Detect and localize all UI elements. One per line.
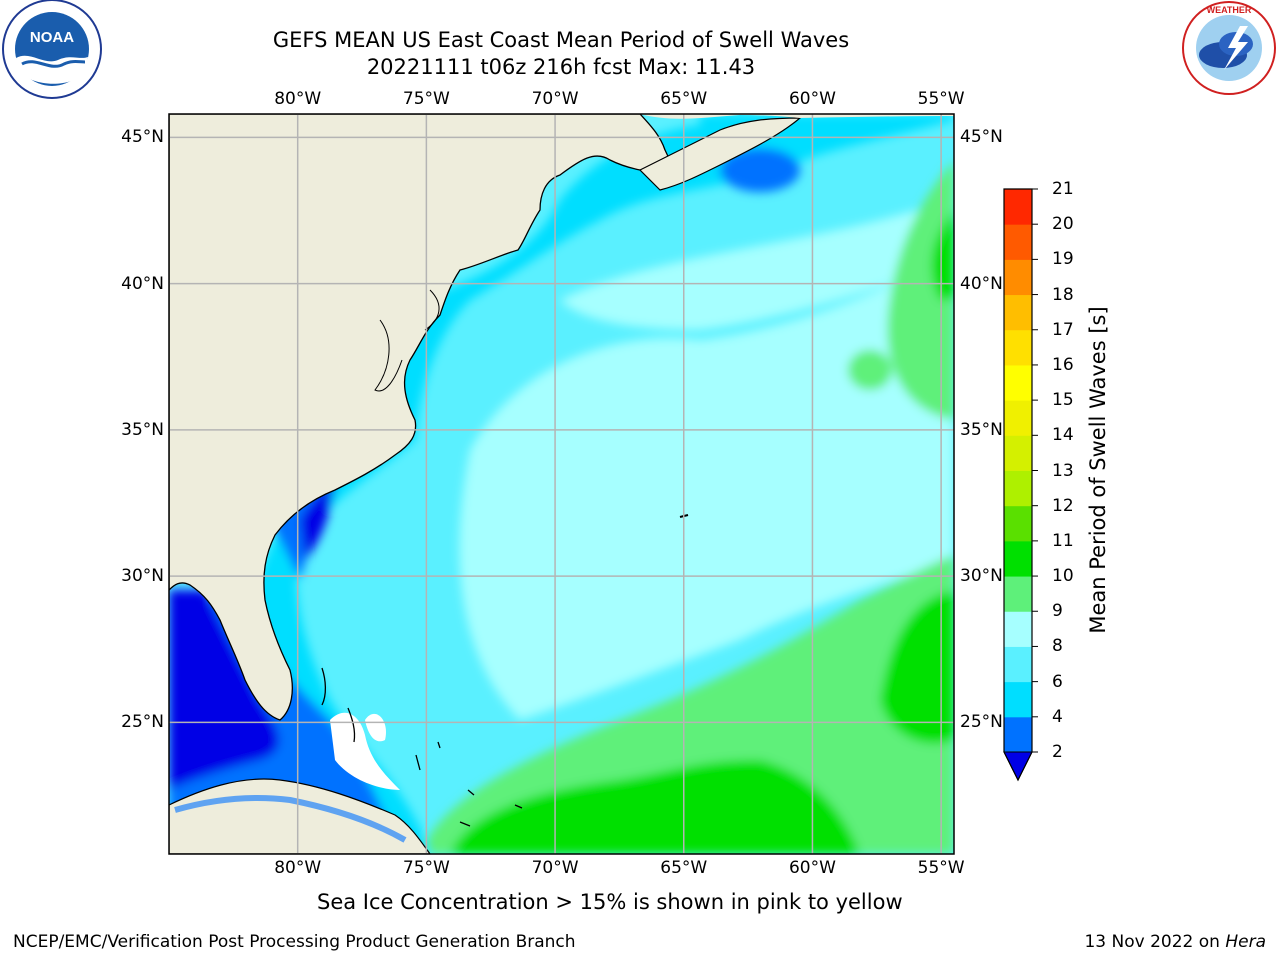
lat-label-right: 45°N xyxy=(960,127,1003,148)
lon-label-top: 65°W xyxy=(660,89,708,109)
colorbar-outline xyxy=(1003,188,1033,782)
footer-credit: NCEP/EMC/Verification Post Processing Pr… xyxy=(13,932,576,952)
colorbar-segment xyxy=(1004,294,1032,331)
noaa-logo: NOAA xyxy=(2,0,102,99)
colorbar-segment xyxy=(1004,470,1032,507)
colorbar-tick-label: 9 xyxy=(1052,601,1063,622)
colorbar-segment xyxy=(1004,329,1032,366)
sea-ice-note: Sea Ice Concentration > 15% is shown in … xyxy=(317,890,903,914)
colorbar-under-extension xyxy=(1003,751,1033,782)
svg-text:WEATHER: WEATHER xyxy=(1207,5,1252,15)
colorbar-segment xyxy=(1004,435,1032,471)
lat-label-right: 25°N xyxy=(960,712,1003,733)
colorbar-tick-label: 4 xyxy=(1052,706,1063,727)
colorbar-tick-label: 12 xyxy=(1052,495,1074,516)
lon-label-top: 60°W xyxy=(788,89,836,109)
colorbar-segment xyxy=(1004,400,1032,436)
colorbar-tick-label: 19 xyxy=(1052,249,1074,270)
colorbar-tick-label: 10 xyxy=(1052,566,1074,587)
lon-label-top: 70°W xyxy=(531,89,579,109)
lat-label-right: 40°N xyxy=(960,273,1003,294)
lat-label-left: 30°N xyxy=(121,566,164,587)
colorbar-segment xyxy=(1004,364,1032,401)
nws-logo: WEATHER xyxy=(1182,1,1276,95)
lon-label-top: 80°W xyxy=(274,89,322,109)
lon-label-bottom: 55°W xyxy=(917,858,965,878)
colorbar-segment xyxy=(1004,681,1032,718)
colorbar-segment xyxy=(1004,576,1032,612)
footer-date-text: 13 Nov 2022 on xyxy=(1084,932,1226,952)
colorbar-segment xyxy=(1004,716,1032,753)
colorbar-tick-label: 14 xyxy=(1052,425,1074,446)
lon-label-top: 55°W xyxy=(917,89,965,109)
lat-label-left: 40°N xyxy=(121,273,164,294)
colorbar-tick-label: 2 xyxy=(1052,742,1063,762)
colorbar-segment xyxy=(1004,189,1032,225)
colorbar-tick-label: 8 xyxy=(1052,636,1063,657)
lon-label-bottom: 60°W xyxy=(788,858,836,878)
page-subtitle: 20221111 t06z 216h fcst Max: 11.43 xyxy=(366,55,756,79)
lat-label-right: 30°N xyxy=(960,566,1003,587)
noaa-logo-text: NOAA xyxy=(30,29,74,46)
lon-label-bottom: 65°W xyxy=(660,858,708,878)
colorbar-tick-label: 6 xyxy=(1052,671,1063,692)
lat-label-left: 25°N xyxy=(121,712,164,733)
colorbar-tick-label: 17 xyxy=(1052,319,1074,340)
colorbar-tick-label: 16 xyxy=(1052,354,1074,375)
colorbar-tick-label: 15 xyxy=(1052,390,1074,411)
colorbar xyxy=(1003,188,1038,782)
colorbar-tick-label: 20 xyxy=(1052,214,1074,235)
colorbar-tick-label: 11 xyxy=(1052,530,1074,551)
map-frame xyxy=(168,113,955,855)
lat-label-left: 45°N xyxy=(121,127,164,148)
colorbar-tick-label: 21 xyxy=(1052,179,1074,199)
lon-label-bottom: 70°W xyxy=(531,858,579,878)
graticule xyxy=(169,114,954,854)
colorbar-segment xyxy=(1004,540,1032,577)
colorbar-segment xyxy=(1004,646,1032,683)
colorbar-segment xyxy=(1004,611,1032,647)
colorbar-tick-label: 13 xyxy=(1052,460,1074,481)
lon-label-bottom: 80°W xyxy=(274,858,322,878)
lon-label-top: 75°W xyxy=(402,89,450,109)
lon-label-bottom: 75°W xyxy=(402,858,450,878)
colorbar-tick-label: 18 xyxy=(1052,284,1074,305)
map-field xyxy=(169,114,954,854)
footer-date: 13 Nov 2022 on Hera xyxy=(1084,932,1266,952)
lat-label-left: 35°N xyxy=(121,419,164,440)
colorbar-segment xyxy=(1004,259,1032,296)
colorbar-segment xyxy=(1004,224,1032,260)
page-title: GEFS MEAN US East Coast Mean Period of S… xyxy=(272,28,850,52)
colorbar-label: Mean Period of Swell Waves [s] xyxy=(1086,306,1110,634)
footer-machine: Hera xyxy=(1225,932,1266,952)
lat-label-right: 35°N xyxy=(960,419,1003,440)
colorbar-segment xyxy=(1004,505,1032,542)
